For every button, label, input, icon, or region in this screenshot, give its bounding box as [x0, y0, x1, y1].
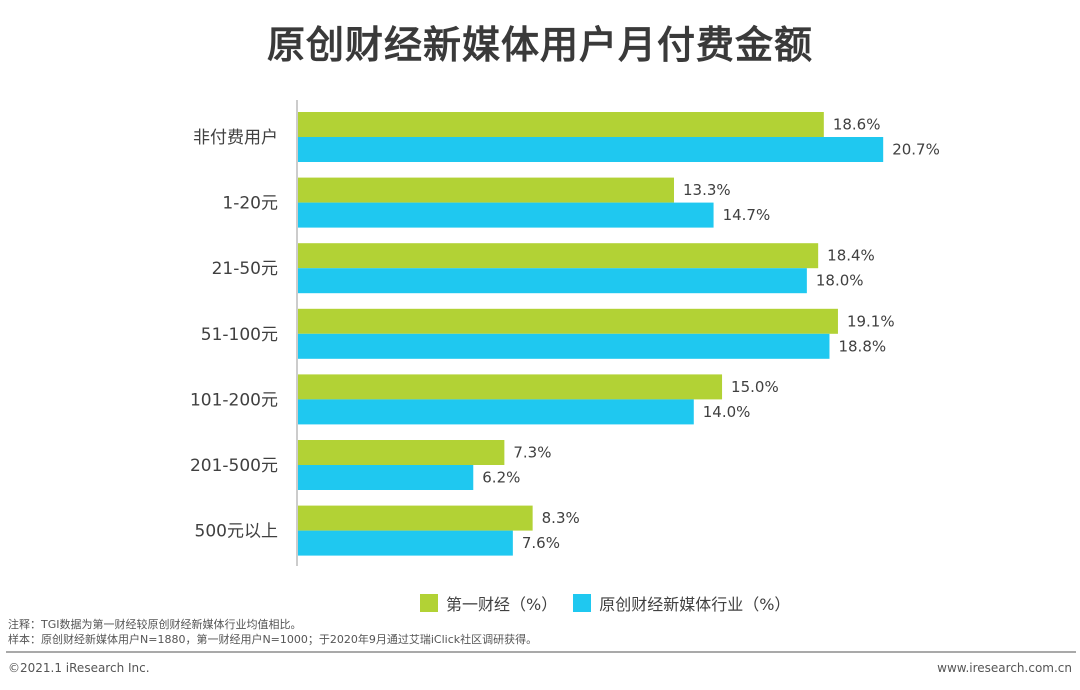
bar-series-1	[298, 374, 723, 400]
bar-series-2	[298, 465, 474, 490]
data-label: 6.2%	[482, 469, 520, 487]
data-label: 18.0%	[816, 272, 864, 290]
note-sample: 样本：原创财经新媒体用户N=1880，第一财经用户N=1000；于2020年9月…	[8, 633, 538, 646]
bar-series-1	[298, 505, 533, 531]
data-label: 14.7%	[723, 206, 771, 224]
bar-series-1	[298, 243, 819, 269]
data-label: 15.0%	[731, 378, 779, 396]
bar-series-2	[298, 202, 714, 228]
legend-item-series-2: 原创财经新媒体行业（%）	[573, 591, 790, 615]
legend-swatch	[420, 594, 438, 612]
website-link[interactable]: www.iresearch.com.cn	[937, 661, 1072, 675]
footer-divider	[6, 651, 1076, 653]
data-label: 18.8%	[838, 337, 886, 355]
data-label: 20.7%	[892, 141, 940, 159]
category-label: 1-20元	[222, 194, 278, 214]
data-label: 19.1%	[847, 312, 895, 330]
bar-series-2	[298, 137, 884, 162]
legend-item-series-1: 第一财经（%）	[420, 591, 557, 615]
legend-label: 第一财经（%）	[446, 595, 558, 614]
bar-chart: 非付费用户 18.6% 20.7% 1-20元 13.3% 14.7% 21-50元 18.4…	[190, 100, 940, 566]
data-label: 7.3%	[513, 444, 551, 462]
data-label: 18.6%	[833, 116, 881, 134]
data-label: 18.4%	[827, 247, 875, 265]
data-label: 14.0%	[703, 403, 751, 421]
category-label: 51-100元	[201, 325, 278, 345]
chart-title: 原创财经新媒体用户月付费金额	[266, 23, 813, 67]
bar-series-2	[298, 333, 830, 359]
bar-series-1	[298, 177, 674, 203]
bar-series-2	[298, 268, 807, 294]
bar-series-1	[298, 440, 505, 465]
category-label: 101-200元	[190, 390, 278, 410]
category-label: 21-50元	[212, 259, 278, 279]
data-label: 8.3%	[542, 509, 580, 527]
category-label: 非付费用户	[193, 128, 278, 148]
bar-series-2	[298, 530, 513, 556]
bar-series-2	[298, 399, 694, 425]
legend-swatch	[573, 594, 592, 612]
bar-series-1	[298, 112, 824, 137]
category-label: 500元以上	[195, 522, 278, 542]
category-label: 201-500元	[190, 456, 278, 476]
data-label: 13.3%	[683, 181, 731, 199]
copyright: ©2021.1 iResearch Inc.	[8, 661, 150, 675]
footnotes: 注释：TGI数据为第一财经较原创财经新媒体行业均值相比。 样本：原创财经新媒体用…	[8, 617, 537, 647]
legend-label: 原创财经新媒体行业（%）	[599, 595, 791, 614]
data-label: 7.6%	[522, 534, 560, 552]
note-tgi: 注释：TGI数据为第一财经较原创财经新媒体行业均值相比。	[8, 618, 302, 631]
bar-series-1	[298, 308, 838, 334]
legend: 第一财经（%） 原创财经新媒体行业（%）	[420, 591, 806, 615]
